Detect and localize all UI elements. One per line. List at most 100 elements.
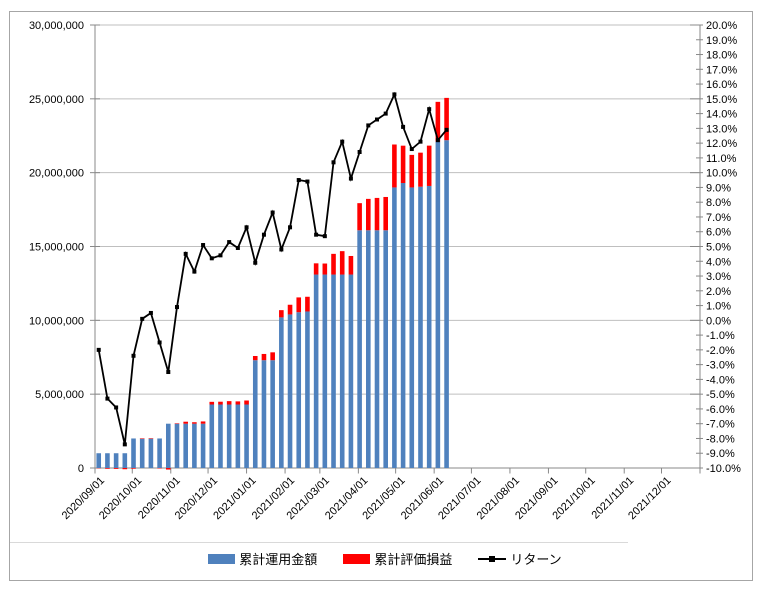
bar-invest [279,317,284,468]
right-axis-tick-label: 8.0% [706,197,731,209]
return-line-marker [435,138,440,143]
bar-profit [383,196,388,231]
return-line-marker [218,253,223,258]
right-axis-tick-label: 5.0% [706,242,731,254]
return-line-marker [174,305,179,310]
return-line-marker [296,178,301,183]
return-line-marker [235,245,240,250]
bar-profit [279,310,284,318]
bar-invest [131,438,136,468]
bar-invest [348,274,354,468]
bar-profit [400,145,406,184]
return-line-marker [157,340,162,345]
chart-legend: 累計運用金額 累計評価損益 リターン [0,549,770,568]
return-line-marker [96,347,101,352]
bar-invest [200,423,206,468]
right-axis-tick-label: 7.0% [706,212,731,224]
right-axis-tick-label: 10.0% [706,168,737,180]
bar-profit [409,154,415,188]
bar-invest [165,423,171,468]
left-axis-tick-label: 15,000,000 [29,242,84,254]
return-line-marker [427,107,432,112]
bar-profit [357,203,362,231]
bar-profit [339,251,345,275]
right-axis-tick-label: -8.0% [706,433,735,445]
legend-label-return: リターン [510,552,562,567]
bar-invest [331,274,336,468]
legend-item-invest: 累計運用金額 [208,549,317,568]
bar-invest [426,185,432,468]
left-axis-tick-label: 30,000,000 [29,20,84,32]
bar-invest [374,230,380,468]
right-axis-tick-label: 17.0% [706,64,737,76]
bar-profit [392,144,397,188]
bar-invest [148,438,154,468]
right-axis-tick-label: 14.0% [706,109,737,121]
return-line-marker [418,139,423,144]
return-line-marker [409,147,414,152]
bar-profit [366,198,371,231]
bar-profit [418,152,423,187]
bar-invest [183,423,188,468]
bar-profit [244,400,249,405]
return-line-marker [279,247,284,252]
legend-item-profit: 累計評価損益 [343,549,452,568]
bar-invest [157,438,162,468]
bar-invest [218,404,223,468]
return-line-marker [348,176,353,181]
right-axis-tick-label: 20.0% [706,20,737,32]
return-series-swatch [478,554,507,563]
right-axis-tick-label: 0.0% [706,315,731,327]
left-axis-tick-label: 0 [78,463,84,475]
return-line-marker [253,260,258,265]
bar-invest [383,230,388,468]
return-line-marker [305,179,310,184]
return-line-marker [444,127,449,132]
bar-profit [226,401,232,405]
bar-invest [244,404,249,468]
right-axis-tick-label: 18.0% [706,50,737,62]
bar-profit [148,438,154,439]
bar-invest [113,453,119,468]
return-line-marker [140,316,145,321]
bar-invest [235,404,241,468]
legend-label-profit: 累計評価損益 [374,552,453,567]
bar-invest [400,183,406,468]
bar-profit [348,255,354,275]
bar-invest [305,311,310,468]
return-line-marker [392,92,397,97]
bar-invest [252,360,258,468]
bar-invest [174,423,180,468]
right-axis-tick-label: 13.0% [706,123,737,135]
bar-invest [409,187,415,468]
bar-profit [313,263,319,275]
bar-profit-negative [131,468,136,469]
bar-invest [105,453,110,468]
bar-profit-negative [105,468,110,469]
return-line-marker [183,251,188,256]
bar-invest [444,140,449,468]
right-axis-tick-label: 2.0% [706,286,731,298]
chart-frame-border [9,11,753,581]
right-axis-tick-label: 9.0% [706,182,731,194]
right-axis-tick-label: 19.0% [706,35,737,47]
bar-profit [426,145,432,186]
left-axis-tick-label: 25,000,000 [29,94,84,106]
right-axis-tick-label: -3.0% [706,360,735,372]
bar-invest [322,274,328,468]
right-axis-tick-label: -2.0% [706,345,735,357]
right-axis-tick-label: -10.0% [706,463,741,475]
bar-profit [200,421,206,424]
bar-invest [270,360,275,468]
return-line-marker [227,240,232,245]
return-line-marker [357,149,362,154]
bar-profit [322,263,328,275]
bar-invest [122,453,128,468]
bar-profit [305,296,310,312]
return-line-marker [322,234,327,239]
bar-profit-negative [165,468,171,470]
bar-invest [139,438,145,468]
right-axis-tick-label: 4.0% [706,256,731,268]
right-axis-tick-label: 3.0% [706,271,731,283]
